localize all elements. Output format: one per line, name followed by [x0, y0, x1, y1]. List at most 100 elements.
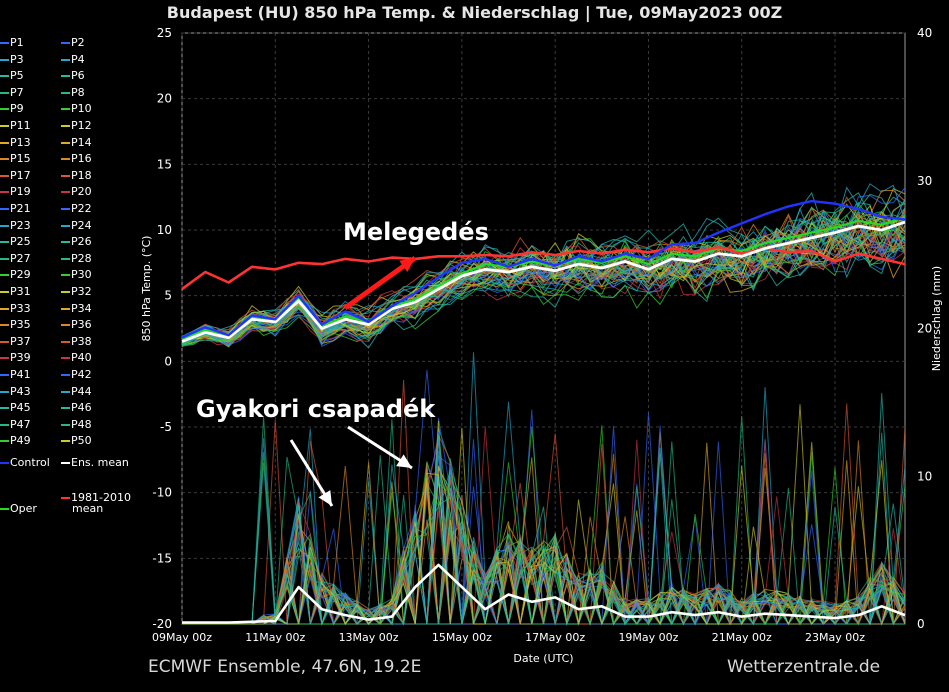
arrow-warming-head: [399, 258, 415, 273]
legend-label: P18: [71, 168, 92, 182]
legend-label: P44: [71, 384, 92, 398]
legend-swatch: [61, 208, 70, 210]
y-axis-label: 850 hPa Temp. (°C): [140, 236, 153, 342]
legend-member: P12: [61, 119, 92, 133]
x-tick-label: 09May 00z: [152, 631, 212, 644]
annotation-precip: Gyakori csapadék: [196, 395, 436, 423]
footer-source: Wetterzentrale.de: [727, 657, 881, 677]
y-tick-label: 25: [157, 26, 172, 40]
legend-label: P16: [71, 152, 92, 166]
legend-swatch: [61, 141, 70, 144]
legend-swatch: [0, 508, 9, 510]
legend-label: P25: [10, 235, 31, 249]
legend-label: P42: [71, 368, 92, 381]
ens-mean-precip-line: [182, 563, 906, 624]
legend-swatch: [61, 42, 70, 44]
legend-label: P8: [71, 85, 85, 99]
legend-label: P14: [71, 135, 92, 149]
legend-swatch: [0, 191, 9, 194]
legend-label: P24: [71, 218, 92, 232]
control-temp-line: [181, 199, 906, 339]
legend-swatch: [0, 224, 9, 227]
legend-member: P36: [61, 318, 92, 332]
legend-label: Oper: [10, 502, 37, 515]
legend-climate-mean-line2: mean: [72, 502, 104, 515]
legend-member: P16: [61, 152, 92, 166]
legend-member: P23: [0, 219, 31, 233]
legend-member: P42: [61, 368, 92, 382]
legend-label: P31: [10, 285, 31, 298]
legend-label: P32: [71, 285, 92, 298]
y-tick-label: 5: [164, 289, 172, 303]
legend-member: P38: [61, 335, 92, 349]
oper-temp-line: [181, 215, 906, 340]
legend-label: P9: [10, 102, 24, 116]
legend-swatch: [0, 307, 9, 310]
legend-member: P3: [0, 53, 24, 67]
legend-member: P5: [0, 69, 24, 83]
legend-member: P45: [0, 401, 31, 415]
legend-label: P1: [10, 36, 24, 49]
legend-swatch: [61, 158, 70, 161]
legend-climate-mean: 1981-2010: [61, 491, 131, 505]
legend-swatch: [0, 390, 9, 393]
legend-member: P20: [61, 185, 92, 199]
legend-member: P1: [0, 36, 24, 50]
legend-label: P13: [10, 135, 31, 149]
legend-swatch: [61, 307, 70, 310]
legend-member: P21: [0, 202, 31, 216]
legend-member: P31: [0, 285, 31, 299]
member-temp-line: [181, 207, 906, 346]
legend-swatch: [61, 357, 70, 360]
legend-label: P30: [71, 268, 92, 282]
legend-label: P43: [10, 384, 31, 398]
y2-axis-label: Niederschlag (mm): [930, 266, 943, 371]
legend-swatch: [0, 291, 9, 293]
legend-member: P43: [0, 385, 31, 399]
y2-tick-label: 0: [917, 617, 925, 631]
legend-label: P7: [10, 85, 24, 99]
legend-member: P33: [0, 302, 31, 316]
legend-label: P10: [71, 102, 92, 116]
annotation-warming: Melegedés: [343, 218, 489, 246]
legend-swatch: [61, 58, 70, 61]
legend-label: P20: [71, 185, 92, 199]
legend-member: P19: [0, 185, 31, 199]
legend-swatch: [0, 174, 9, 177]
legend-swatch: [61, 423, 70, 426]
legend-swatch: [0, 440, 9, 443]
legend-member: P14: [61, 136, 92, 150]
legend-label: P28: [71, 251, 92, 265]
legend-member: P39: [0, 351, 31, 365]
legend-label: P48: [71, 417, 92, 431]
arrow-precip-right-head: [396, 454, 412, 468]
legend-label: P11: [10, 119, 31, 132]
legend-label: P38: [71, 334, 92, 348]
legend-label: P47: [10, 417, 31, 431]
legend-label: P37: [10, 334, 31, 348]
legend-swatch: [61, 108, 70, 111]
legend-member: P44: [61, 385, 92, 399]
legend-member: P35: [0, 318, 31, 332]
arrow-precip-left-head: [318, 490, 332, 506]
legend-member: P40: [61, 351, 92, 365]
y2-tick-label: 40: [917, 26, 932, 40]
legend-member: P50: [61, 434, 92, 448]
legend-ens-mean: Ens. mean: [61, 456, 129, 470]
legend-swatch: [61, 224, 70, 227]
legend-label: Ens. mean: [71, 456, 129, 469]
legend-swatch: [0, 423, 9, 426]
x-tick-label: 19May 00z: [618, 631, 678, 644]
legend-swatch: [61, 75, 70, 78]
legend-control: Control: [0, 456, 50, 470]
legend-swatch: [61, 174, 70, 177]
y-tick-label: 10: [157, 223, 172, 237]
member-temp-line: [181, 228, 906, 342]
legend-swatch: [0, 125, 9, 127]
legend-swatch: [0, 357, 9, 360]
legend-member: P9: [0, 102, 24, 116]
y2-tick-label: 30: [917, 174, 932, 188]
legend-swatch: [0, 208, 9, 210]
legend-label: P40: [71, 351, 92, 365]
plot-frame: [181, 32, 906, 625]
